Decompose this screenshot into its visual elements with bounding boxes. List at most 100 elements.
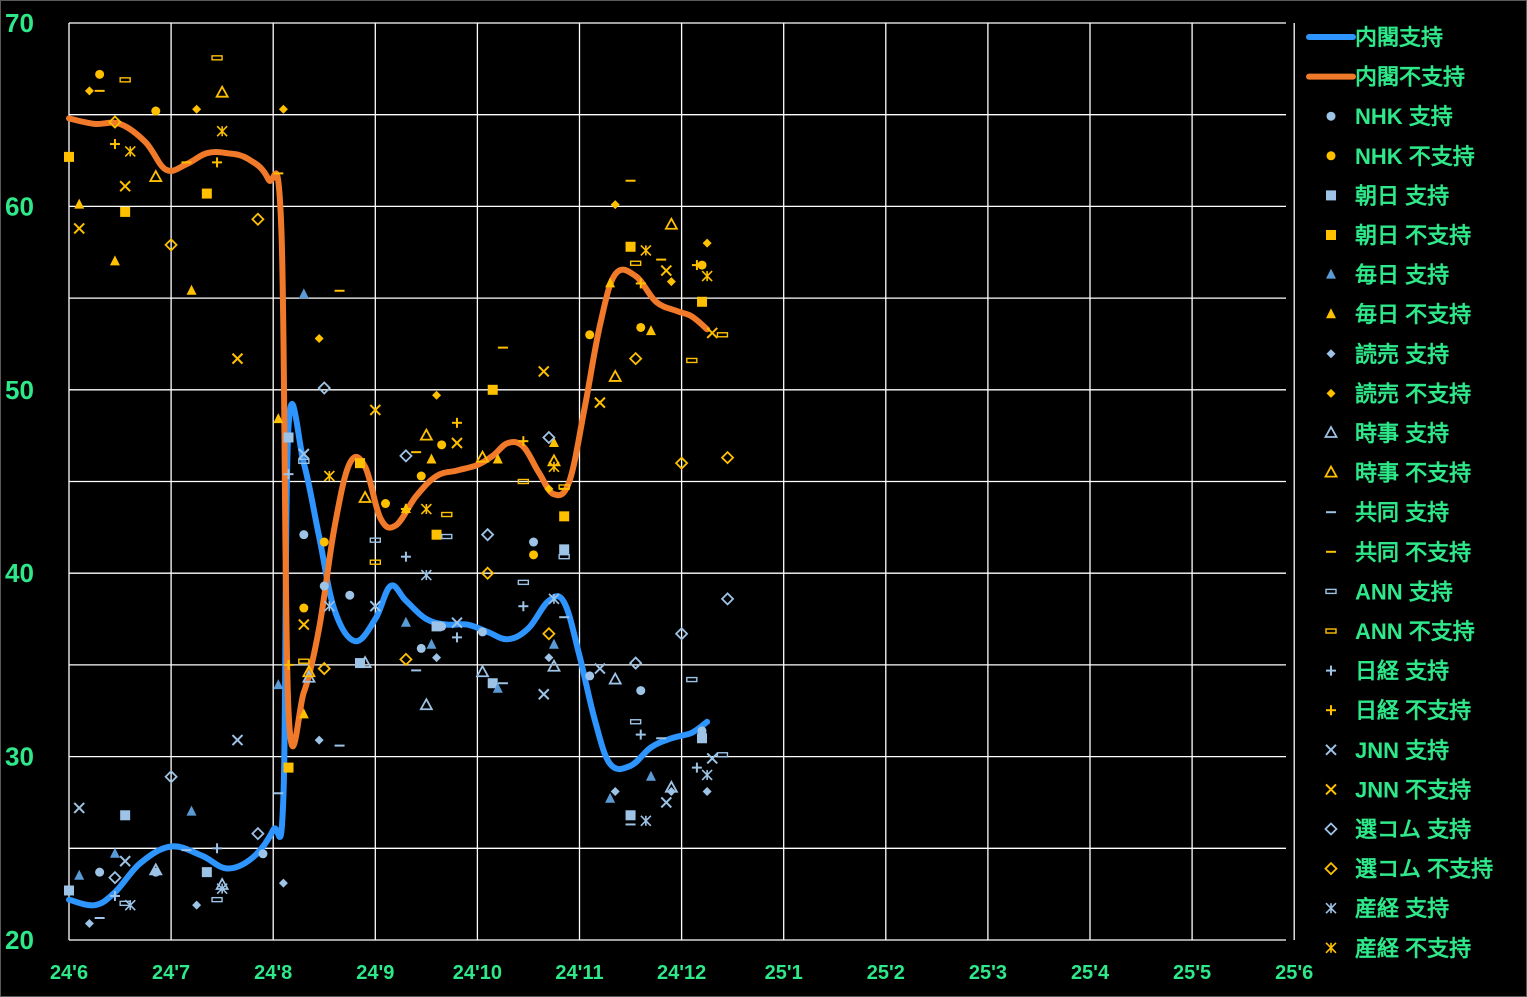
data-point [95,867,105,877]
data-point [608,369,623,382]
data-point [451,617,463,629]
x-tick-label: 25'4 [1071,962,1110,984]
data-point [109,890,120,901]
data-point [109,255,120,266]
legend-label: ANN 支持 [1355,579,1453,604]
data-point [674,456,689,470]
data-point [697,726,707,736]
data-point [400,616,411,627]
data-point [544,484,554,494]
trend-line-nonsupport [66,115,711,750]
data-point [251,826,265,841]
legend-marker [1326,190,1336,201]
data-point [211,896,223,903]
data-point [298,448,310,460]
data-point [416,643,426,653]
data-point [432,390,442,400]
data-point [381,499,391,509]
data-point [716,332,729,338]
data-point [164,238,178,252]
data-point [108,870,122,885]
data-point [432,653,442,663]
data-point [538,365,550,378]
data-point [594,662,606,675]
data-point [635,278,646,289]
data-point [635,729,646,740]
legend-label: 産経 支持 [1355,896,1449,921]
legend-label: 内閣支持 [1355,25,1443,50]
x-tick-label: 24'10 [453,962,502,984]
data-point [354,658,365,669]
legend-marker [1326,308,1336,319]
x-tick-label: 24'8 [254,962,292,984]
data-point [216,883,228,895]
legend-label: NHK 不支持 [1355,144,1475,169]
data-point [640,815,652,827]
data-point [437,440,447,450]
data-point [84,86,94,96]
data-point [559,511,570,522]
data-point [192,104,202,114]
data-point [426,453,437,464]
data-point [186,805,197,816]
legend-marker [1326,665,1336,676]
data-point [95,69,105,79]
legend-marker [1326,388,1336,398]
data-point [431,529,442,540]
data-point [548,461,560,473]
axes: 20 30 40 50 60 70 24'6 24'7 24'8 24'9 24'10 24'11 24… [5,8,1313,984]
data-point [419,697,434,711]
data-point [358,490,373,503]
legend-label: 時事 不支持 [1355,461,1471,486]
data-point [441,533,453,540]
y-tick-label: 30 [5,742,34,772]
data-point [186,284,197,295]
data-point [148,862,163,876]
data-point [283,659,294,670]
data-point [120,810,131,821]
data-point [73,802,85,814]
data-point [605,277,616,288]
data-point [716,752,729,758]
data-point [231,352,244,365]
data-point [148,169,163,182]
data-point [192,900,202,910]
data-point [664,779,679,793]
data-point [119,855,131,867]
legend-marker [1325,902,1337,914]
data-point [278,878,288,888]
data-point [475,449,490,463]
data-point [625,810,636,821]
x-tick-label: 24'7 [152,962,190,984]
x-tick-label: 24'11 [555,962,603,984]
data-point [629,260,642,266]
legend-label: JNN 不支持 [1355,777,1471,802]
legend-label: ANN 不支持 [1355,619,1475,644]
data-point [400,504,411,515]
data-point [594,396,606,409]
data-point [517,579,530,586]
data-point [369,600,382,612]
data-point [301,664,316,678]
data-point [323,600,335,612]
data-point [691,762,702,773]
y-tick-label: 50 [5,375,34,405]
data-point [645,770,656,781]
data-point [212,843,223,854]
data-point [686,676,698,683]
data-point [231,734,244,746]
data-point [323,470,335,482]
data-point [298,288,309,299]
data-point [544,653,554,663]
data-point [419,427,434,441]
trend-lines [66,115,711,909]
data-point [358,655,373,668]
data-point [109,139,120,150]
legend-marker [1326,230,1336,240]
data-point [317,381,332,395]
legend-label: 朝日 支持 [1355,183,1449,208]
data-point [319,537,329,547]
